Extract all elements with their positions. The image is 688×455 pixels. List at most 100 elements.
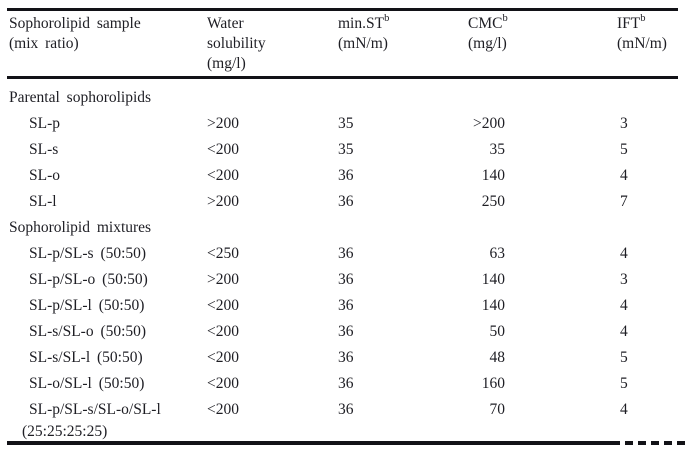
column-header-water-solubility: Water solubility (mg/l) bbox=[207, 8, 338, 79]
table-bottom-rule bbox=[7, 441, 686, 445]
table-row: SL-p >200 35 >200 3 bbox=[7, 111, 678, 137]
sample-cell: SL-l bbox=[29, 193, 57, 210]
sample-cell: SL-p/SL-l (50:50) bbox=[29, 297, 145, 314]
cmc-cell: 140 bbox=[481, 271, 505, 288]
water-solubility-cell: <200 bbox=[207, 323, 239, 340]
min-st-cell: 35 bbox=[338, 115, 354, 132]
header-line: min.STb bbox=[338, 12, 468, 34]
sample-name: SL-p/SL-s/SL-o/SL-l bbox=[29, 401, 161, 418]
water-solubility-cell: <200 bbox=[207, 297, 239, 314]
column-header-ift: IFTb (mN/m) bbox=[613, 8, 678, 79]
cmc-cell: >200 bbox=[473, 115, 505, 132]
cmc-cell: 140 bbox=[481, 167, 505, 184]
header-unit: (mN/m) bbox=[617, 35, 667, 52]
sample-cell: SL-s bbox=[29, 141, 59, 158]
table-row: SL-l >200 36 250 7 bbox=[7, 189, 678, 215]
ift-cell: 4 bbox=[620, 245, 628, 262]
table-header: Sophorolipid sample (mix ratio) Water so… bbox=[7, 8, 678, 79]
ift-cell: 5 bbox=[620, 141, 628, 158]
cmc-cell: 250 bbox=[481, 193, 505, 210]
header-line: (mg/l) bbox=[207, 55, 246, 72]
min-st-cell: 36 bbox=[338, 245, 354, 262]
header-unit: (mN/m) bbox=[338, 35, 388, 52]
ift-cell: 5 bbox=[620, 349, 628, 366]
ift-cell: 5 bbox=[620, 375, 628, 392]
min-st-cell: 36 bbox=[338, 349, 354, 366]
water-solubility-cell: >200 bbox=[207, 271, 239, 288]
cmc-cell: 140 bbox=[481, 297, 505, 314]
table-row: SL-p/SL-o (50:50) >200 36 140 3 bbox=[7, 267, 678, 293]
water-solubility-cell: <200 bbox=[207, 167, 239, 184]
section-row: Sophorolipid mixtures bbox=[7, 215, 678, 241]
column-header-min-st: min.STb (mN/m) bbox=[338, 8, 468, 79]
header-line: solubility bbox=[207, 35, 266, 52]
column-header-cmc: CMCb (mg/l) bbox=[468, 8, 613, 79]
water-solubility-cell: <200 bbox=[207, 141, 239, 158]
sample-cell: SL-p/SL-s (50:50) bbox=[29, 245, 147, 262]
min-st-cell: 36 bbox=[338, 401, 354, 418]
header-line: Water bbox=[207, 15, 244, 32]
ift-cell: 3 bbox=[620, 115, 628, 132]
header-unit: (mg/l) bbox=[468, 35, 507, 52]
sample-mix-ratio: (25:25:25:25) bbox=[22, 423, 108, 440]
header-line: Sophorolipid sample bbox=[9, 15, 141, 32]
ift-cell: 4 bbox=[620, 167, 628, 184]
table-row: SL-p/SL-s (50:50) <250 36 63 4 bbox=[7, 241, 678, 267]
header-line: (mix ratio) bbox=[9, 35, 79, 52]
sophorolipid-properties-table: Sophorolipid sample (mix ratio) Water so… bbox=[7, 8, 686, 445]
ift-cell: 7 bbox=[620, 193, 628, 210]
min-st-cell: 36 bbox=[338, 193, 354, 210]
column-header-sample: Sophorolipid sample (mix ratio) bbox=[7, 8, 207, 79]
min-st-cell: 36 bbox=[338, 297, 354, 314]
min-st-cell: 36 bbox=[338, 375, 354, 392]
sample-cell: SL-o bbox=[29, 167, 60, 184]
sample-cell: SL-p/SL-o (50:50) bbox=[29, 271, 148, 288]
section-row: Parental sophorolipids bbox=[7, 78, 678, 112]
min-st-cell: 36 bbox=[338, 271, 354, 288]
cmc-cell: 48 bbox=[489, 349, 506, 366]
footnote-marker-b: b bbox=[384, 12, 390, 24]
table-row: SL-o/SL-l (50:50) <200 36 160 5 bbox=[7, 371, 678, 397]
min-st-cell: 36 bbox=[338, 323, 354, 340]
footnote-marker-b: b bbox=[640, 12, 646, 24]
cmc-cell: 70 bbox=[489, 401, 506, 418]
cmc-cell: 35 bbox=[489, 141, 506, 158]
header-line: CMCb bbox=[468, 12, 613, 34]
ift-cell: 4 bbox=[620, 297, 628, 314]
water-solubility-cell: <200 bbox=[207, 349, 239, 366]
table-row: SL-p/SL-l (50:50) <200 36 140 4 bbox=[7, 293, 678, 319]
table: Sophorolipid sample (mix ratio) Water so… bbox=[7, 8, 678, 441]
water-solubility-cell: <200 bbox=[207, 401, 239, 418]
table-row: SL-s/SL-l (50:50) <200 36 48 5 bbox=[7, 345, 678, 371]
header-label: IFT bbox=[617, 15, 641, 32]
sample-cell: SL-p/SL-s/SL-o/SL-l (25:25:25:25) bbox=[7, 397, 207, 441]
cmc-cell: 50 bbox=[489, 323, 506, 340]
header-row: Sophorolipid sample (mix ratio) Water so… bbox=[7, 8, 678, 79]
footnote-marker-b: b bbox=[502, 12, 508, 24]
ift-cell: 3 bbox=[620, 271, 628, 288]
header-label: CMC bbox=[468, 15, 503, 32]
cmc-cell: 63 bbox=[489, 245, 506, 262]
table-row: SL-s <200 35 35 5 bbox=[7, 137, 678, 163]
water-solubility-cell: >200 bbox=[207, 115, 239, 132]
table-body: Parental sophorolipids SL-p >200 35 >200… bbox=[7, 78, 678, 442]
bottom-rule-solid-segment bbox=[7, 441, 612, 445]
table-row: SL-o <200 36 140 4 bbox=[7, 163, 678, 189]
table-row: SL-s/SL-o (50:50) <200 36 50 4 bbox=[7, 319, 678, 345]
section-title: Sophorolipid mixtures bbox=[9, 219, 152, 236]
header-line: IFTb bbox=[617, 12, 678, 34]
min-st-cell: 35 bbox=[338, 141, 354, 158]
water-solubility-cell: <200 bbox=[207, 375, 239, 392]
ift-cell: 4 bbox=[620, 323, 628, 340]
water-solubility-cell: <250 bbox=[207, 245, 239, 262]
header-label: min.ST bbox=[338, 15, 385, 32]
sample-cell: SL-o/SL-l (50:50) bbox=[29, 375, 145, 392]
sample-cell: SL-p bbox=[29, 115, 60, 132]
bottom-rule-dashed-scan-artifact bbox=[612, 441, 686, 445]
cmc-cell: 160 bbox=[481, 375, 505, 392]
sample-cell: SL-s/SL-o (50:50) bbox=[29, 323, 147, 340]
ift-cell: 4 bbox=[620, 401, 628, 418]
section-title: Parental sophorolipids bbox=[9, 89, 152, 106]
table-row: SL-p/SL-s/SL-o/SL-l (25:25:25:25) <200 3… bbox=[7, 397, 678, 441]
